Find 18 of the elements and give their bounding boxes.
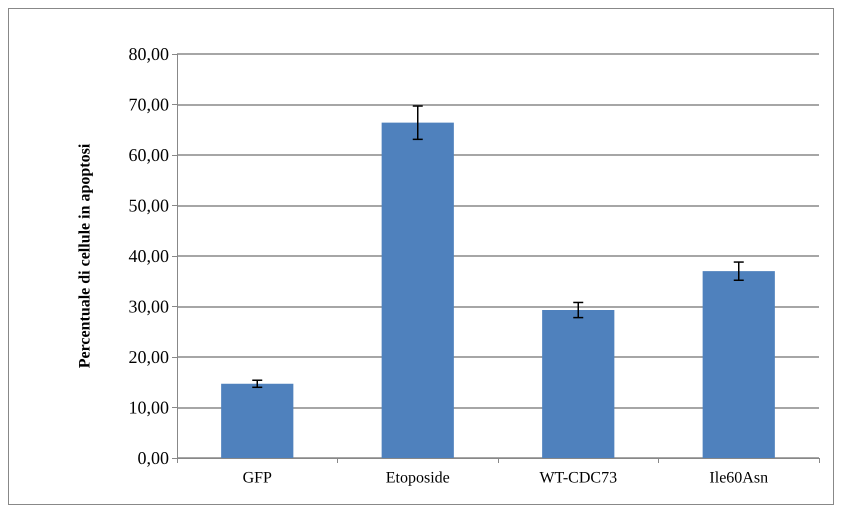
y-tick-label: 30,00 <box>128 296 169 316</box>
x-tick-label: Etoposide <box>386 470 450 486</box>
y-tick-label: 50,00 <box>128 196 169 216</box>
y-tick-label: 70,00 <box>128 94 169 114</box>
y-tick-label: 80,00 <box>128 44 169 64</box>
y-tick-label: 40,00 <box>128 246 169 266</box>
y-tick-label: 10,00 <box>128 398 169 418</box>
y-axis-title: Percentuale di cellule in apoptosi <box>76 143 94 368</box>
bar <box>382 122 454 458</box>
x-tick-label: WT-CDC73 <box>539 470 618 486</box>
y-tick-label: 0,00 <box>138 448 169 468</box>
bar <box>221 384 294 458</box>
x-tick-label: GFP <box>242 470 272 486</box>
x-tick-label: Ile60Asn <box>709 470 768 486</box>
y-tick-label: 20,00 <box>128 347 169 367</box>
y-tick-label: 60,00 <box>128 145 169 165</box>
bar <box>542 310 614 458</box>
bar <box>702 271 775 458</box>
